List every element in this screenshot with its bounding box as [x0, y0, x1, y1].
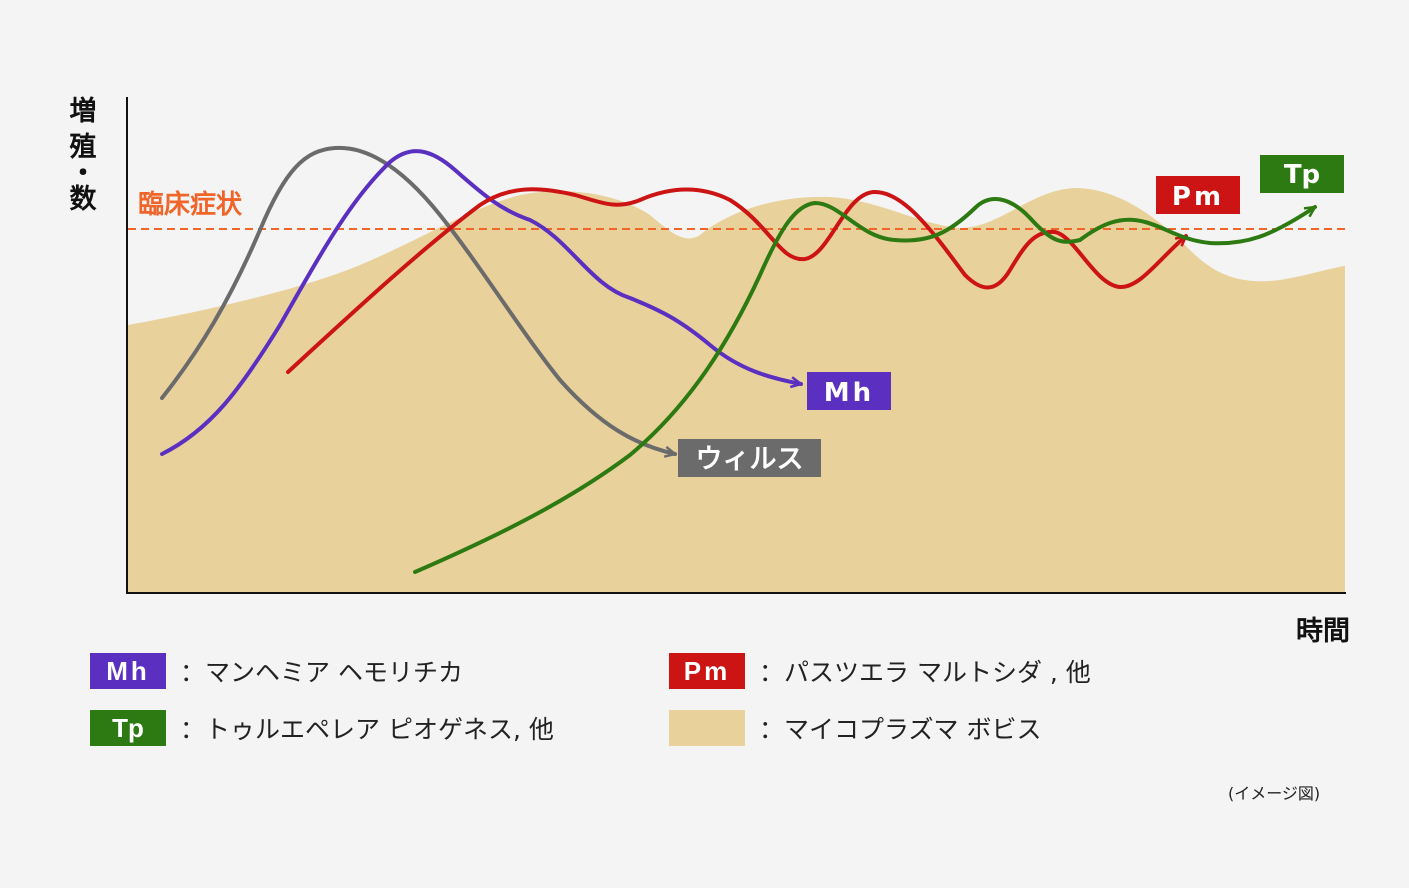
- virus-tag-box: [678, 439, 821, 477]
- legend-item-mh: Mh ：マンヘミア ヘモリチカ: [90, 653, 463, 689]
- tp-tag-text: Tp: [1284, 160, 1320, 190]
- mycoplasma-area: [128, 188, 1345, 593]
- mh-tag: Mh: [807, 372, 891, 410]
- legend-chip-pm: Pm: [669, 653, 745, 689]
- virus-tag-text: ウィルス: [696, 444, 804, 475]
- legend-item-tp: Tp ：トゥルエペレア ピオゲネス, 他: [90, 710, 554, 746]
- virus-tag: ウィルス: [678, 439, 821, 477]
- legend-item-pm: Pm ：パスツエラ マルトシダ , 他: [669, 653, 1091, 689]
- legend-text-mycoplasma: ：マイコプラズマ ボビス: [759, 715, 1042, 744]
- mh-curve: [160, 149, 801, 456]
- pm-tag-box: [1156, 176, 1240, 214]
- pm-curve: [286, 187, 1186, 374]
- tp-curve: [413, 197, 1315, 574]
- y-axis-label-char: 数: [70, 184, 98, 215]
- y-axis-label-char: 殖: [70, 132, 97, 163]
- tp-tag-box: [1260, 155, 1344, 193]
- mh-tag-text: Mh: [824, 378, 874, 408]
- legend-item-mycoplasma: ：マイコプラズマ ボビス: [669, 710, 1041, 746]
- pm-tag-text: Pm: [1172, 182, 1224, 212]
- image-note: (イメージ図): [1228, 784, 1321, 803]
- legend-text-tp: ：トゥルエペレア ピオゲネス, 他: [180, 715, 554, 744]
- y-axis-label-char: 増: [70, 95, 97, 127]
- legend-swatch-mycoplasma: [669, 710, 745, 746]
- clinical-threshold-label: 臨床症状: [138, 189, 243, 220]
- y-axis-label: 増 殖 ・ 数: [70, 95, 98, 215]
- legend-text-mh: ：マンヘミア ヘモリチカ: [180, 658, 463, 687]
- legend-chip-tp: Tp: [90, 710, 166, 746]
- mh-tag-box: [807, 372, 891, 410]
- pm-tag: Pm: [1156, 176, 1240, 214]
- legend-text-pm: ：パスツエラ マルトシダ , 他: [759, 658, 1091, 687]
- tp-tag: Tp: [1260, 155, 1344, 193]
- legend-chip-mh: Mh: [90, 653, 166, 689]
- x-axis-label: 時間: [1296, 616, 1350, 647]
- y-axis-label-char: ・: [70, 158, 97, 189]
